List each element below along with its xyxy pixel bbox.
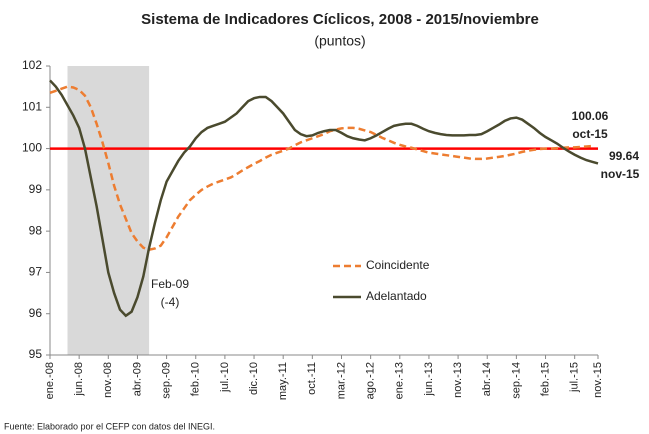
x-tick-label: abr.-09 (131, 362, 143, 396)
y-tick-label: 95 (29, 347, 43, 361)
annotation: Feb-09 (151, 277, 189, 291)
y-tick-label: 97 (29, 265, 43, 279)
x-tick-label: feb.-15 (539, 362, 551, 396)
series-line (49, 79, 599, 318)
y-tick-label: 100 (22, 141, 42, 155)
y-tick-label: 98 (29, 223, 43, 237)
x-tick-label: ene.-13 (394, 362, 406, 399)
chart-title: Sistema de Indicadores Cíclicos, 2008 - … (141, 11, 539, 28)
y-tick-label: 102 (22, 58, 42, 72)
legend-label: Adelantado (366, 289, 427, 303)
x-tick-label: nov.-15 (592, 362, 604, 398)
x-tick-label: feb.-10 (190, 362, 202, 396)
x-tick-label: jun.-13 (423, 362, 435, 397)
chart-subtitle: (puntos) (314, 33, 365, 49)
y-tick-label: 96 (29, 306, 43, 320)
data-label: 99.64 (609, 149, 639, 163)
x-tick-label: jul.-10 (219, 362, 231, 393)
x-tick-label: sep.-14 (510, 362, 522, 399)
x-tick-label: dic.-10 (248, 362, 260, 395)
x-tick-label: may.-11 (277, 362, 289, 400)
x-tick-label: mar.-12 (335, 362, 347, 399)
source-note: Fuente: Elaborado por el CEFP con datos … (4, 421, 215, 431)
y-tick-label: 101 (22, 99, 42, 113)
x-tick-label: ago.-12 (365, 362, 377, 399)
x-tick-label: jul.-15 (569, 362, 581, 393)
x-tick-label: nov.-08 (102, 362, 114, 398)
y-tick-label: 99 (29, 182, 43, 196)
annotation: oct-15 (572, 127, 608, 141)
x-tick-label: abr.-14 (481, 362, 493, 396)
shaded-period (67, 66, 150, 355)
x-tick-label: jun.-08 (73, 362, 85, 397)
data-label: 100.06 (572, 109, 609, 123)
annotation: nov-15 (601, 167, 640, 181)
x-tick-label: sep.-09 (161, 362, 173, 399)
legend-label: Coincidente (366, 258, 430, 272)
x-tick-label: nov.-13 (452, 362, 464, 398)
annotation: (-4) (161, 295, 180, 309)
series-line (49, 85, 593, 252)
x-tick-label: oct.-11 (306, 362, 318, 395)
x-tick-label: ene.-08 (44, 362, 56, 399)
